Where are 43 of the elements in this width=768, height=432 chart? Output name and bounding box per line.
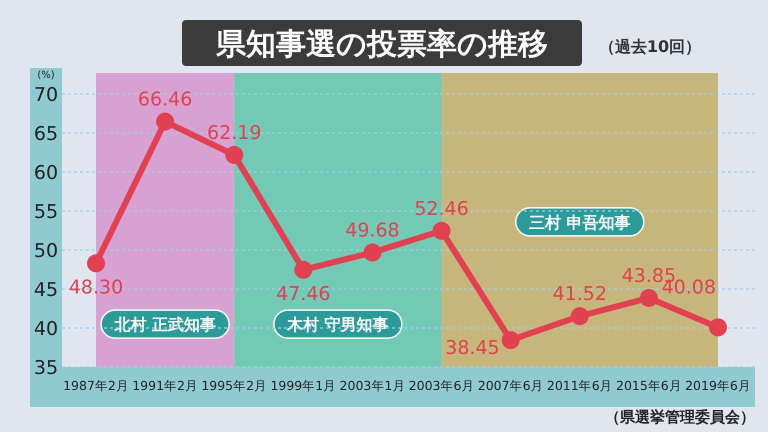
y-tick-label: 55	[34, 201, 58, 223]
data-label: 52.46	[414, 198, 469, 220]
x-tick-label: 2011年6月	[546, 378, 613, 393]
y-tick-label: 70	[34, 84, 58, 106]
x-tick-label: 1991年2月	[132, 378, 198, 393]
data-label: 47.46	[276, 282, 331, 305]
point	[225, 146, 244, 164]
chart-subtitle: （過去10回）	[598, 37, 702, 56]
chart-title: 県知事選の投票率の推移	[215, 27, 548, 62]
band-label: 木村 守男知事	[286, 315, 389, 334]
x-tick-label: 1995年2月	[201, 378, 268, 393]
point	[432, 222, 451, 240]
x-tick-label: 2007年6月	[478, 378, 544, 393]
point	[87, 254, 105, 272]
y-tick-label: 50	[34, 240, 58, 262]
data-label: 41.52	[552, 283, 607, 306]
point	[640, 288, 658, 307]
point	[502, 331, 520, 350]
y-tick-label: 40	[34, 318, 58, 340]
data-label: 49.68	[345, 219, 400, 242]
data-label: 48.30	[68, 276, 124, 298]
y-tick-label: 65	[34, 123, 58, 145]
point	[294, 260, 312, 279]
point	[156, 112, 174, 131]
x-tick-label: 2003年1月	[340, 378, 406, 393]
y-tick-label: 60	[34, 162, 58, 184]
y-tick-label: 35	[34, 357, 58, 379]
data-label: 66.46	[138, 88, 192, 111]
y-axis-title: (%)	[37, 70, 55, 81]
point	[363, 243, 382, 262]
band-label: 北村 正武知事	[113, 315, 216, 334]
x-tick-label: 2003年6月	[408, 378, 474, 393]
band-label: 三村 申吾知事	[528, 212, 631, 232]
x-tick-label: 1999年1月	[270, 378, 336, 393]
data-label: 62.19	[207, 122, 262, 144]
x-tick-label: 2015年6月	[616, 378, 682, 393]
x-tick-label: 2019年6月	[685, 378, 751, 393]
point	[570, 307, 589, 326]
y-tick-label: 45	[34, 279, 58, 301]
point	[709, 318, 727, 336]
data-label: 38.45	[445, 337, 500, 360]
x-tick-label: 1987年2月	[63, 378, 129, 393]
text: （県選挙管理委員会）	[605, 408, 755, 426]
